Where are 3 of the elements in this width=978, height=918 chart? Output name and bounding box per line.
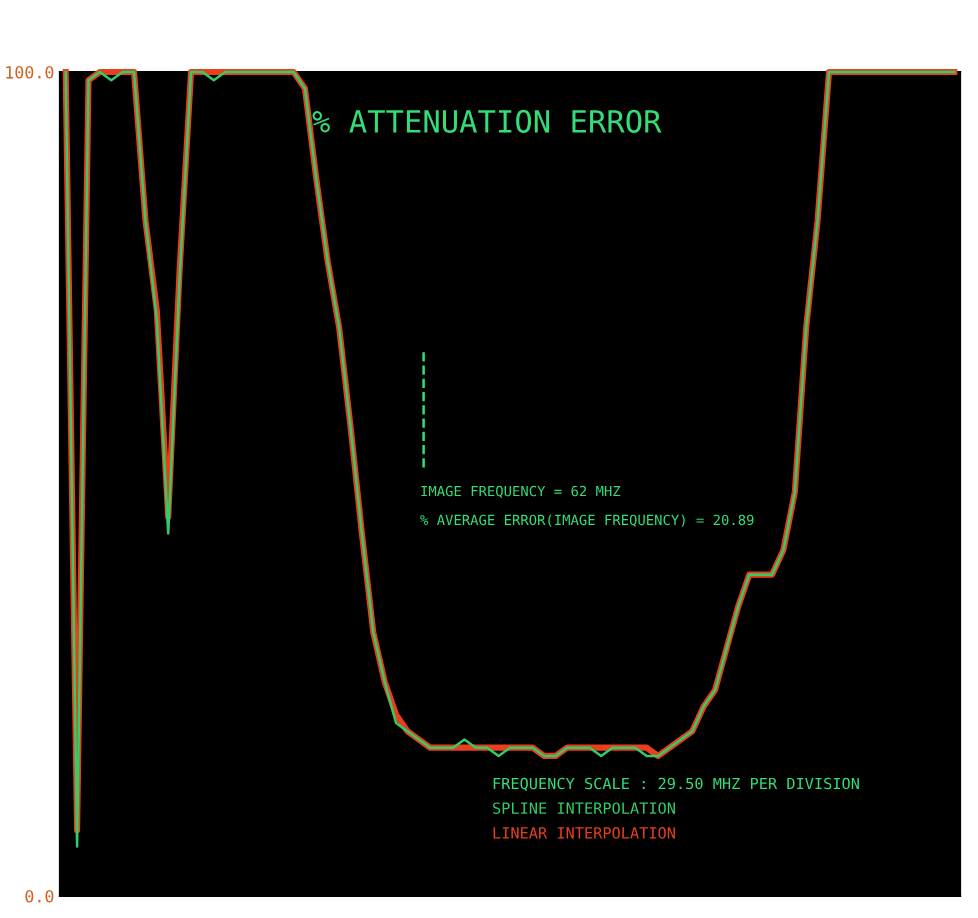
y-tick-label: 100.0 [6,66,54,79]
y-tick-label: 0.0 [25,890,54,903]
text: % ATTENUATION ERROR [312,109,662,133]
